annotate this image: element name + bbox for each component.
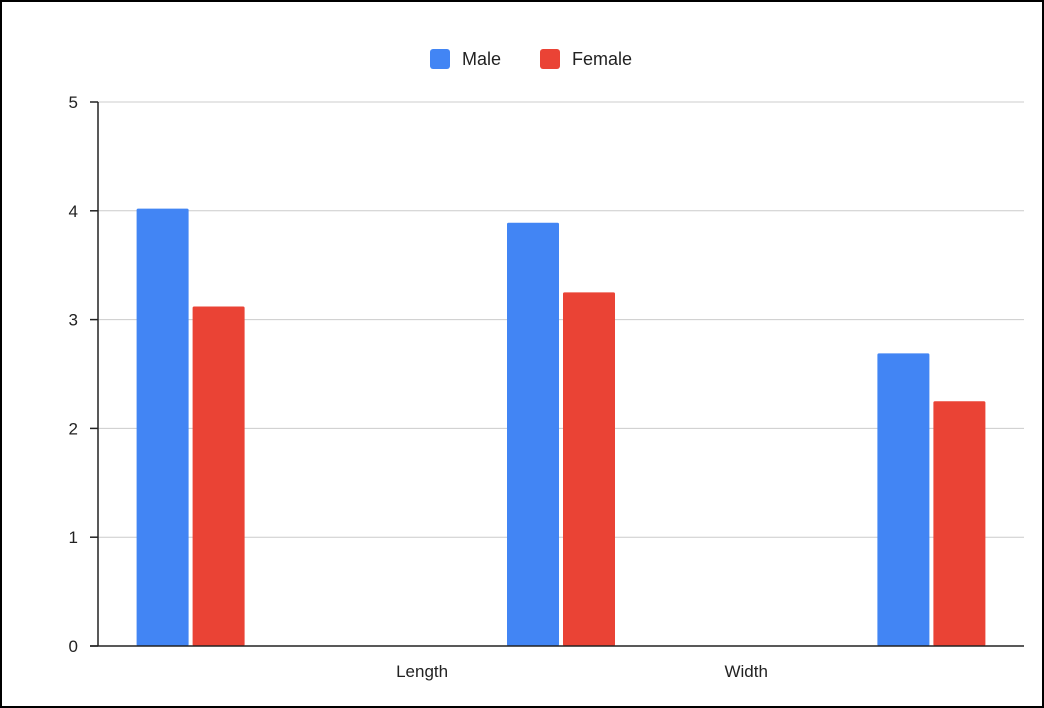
y-tick-label: 1 (69, 528, 78, 547)
bar-female (933, 401, 986, 646)
bars (136, 208, 986, 646)
legend: Male Female (430, 49, 632, 69)
legend-swatch-female (540, 49, 560, 69)
legend-swatch-male (430, 49, 450, 69)
y-tick-label: 0 (69, 637, 78, 656)
x-tick-label: Width (724, 662, 767, 681)
gridlines (98, 101, 1024, 538)
legend-label-female: Female (572, 49, 632, 69)
bar-female (563, 292, 615, 646)
bar-male (877, 353, 930, 646)
y-tick-label: 5 (69, 93, 78, 112)
bar-female (192, 306, 245, 646)
x-tick-label: Length (396, 662, 448, 681)
bar-male (507, 222, 559, 646)
y-tick-label: 2 (69, 419, 78, 438)
y-tick-label: 4 (69, 202, 78, 221)
bar-male (136, 208, 189, 646)
x-axis: Length Width (90, 645, 1024, 681)
legend-label-male: Male (462, 49, 501, 69)
y-tick-label: 3 (69, 311, 78, 330)
y-axis: 0 1 2 3 4 5 (69, 93, 99, 656)
